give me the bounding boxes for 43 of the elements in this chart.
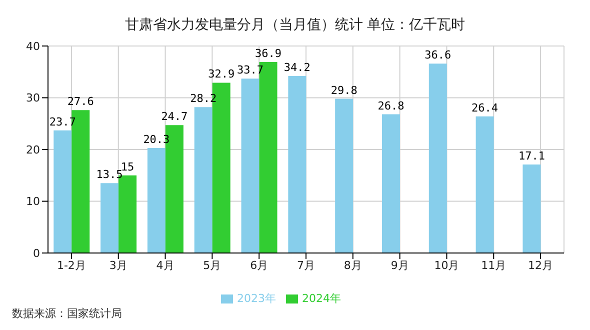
bar [241,78,260,253]
data-label: 17.1 [518,150,545,163]
x-tick-label: 12月 [528,258,554,272]
bar [428,64,447,253]
bar [522,164,541,253]
x-tick-label: 1-2月 [56,258,86,272]
x-tick-label: 5月 [203,258,222,272]
bar [194,107,212,253]
bar [335,98,354,253]
data-label: 36.9 [255,47,282,60]
x-tick-label: 11月 [481,258,506,272]
x-tick-label: 3月 [109,258,128,272]
data-label: 34.2 [284,61,310,74]
y-tick-label: 0 [33,246,40,260]
data-label: 13.5 [96,168,123,182]
data-label: 29.8 [330,84,358,97]
legend-label: 2023年 [237,292,276,305]
bar [54,130,72,253]
x-tick-label: 4月 [156,258,174,272]
y-tick-label: 30 [26,92,40,105]
x-tick-label: 7月 [297,258,315,272]
source-note: 数据来源：国家统计局 [12,306,122,321]
data-label: 26.4 [472,101,498,114]
data-label: 36.6 [424,48,452,62]
x-tick-label: 9月 [390,258,409,272]
bar [382,114,400,253]
chart-title: 甘肃省水力发电量分月（当月值）统计 单位：亿千瓦时 [124,16,466,34]
bar [476,116,494,253]
data-label: 15 [120,160,134,174]
data-label: 27.6 [67,95,94,108]
x-tick-label: 8月 [344,258,362,272]
bar [100,183,119,253]
data-label: 26.8 [378,99,404,112]
data-label: 24.7 [161,110,188,124]
bar [147,148,166,253]
data-label: 32.9 [208,68,235,81]
bar [288,76,306,253]
x-tick-label: 10月 [434,258,460,272]
y-tick-label: 20 [26,143,40,156]
legend-label: 2024年 [302,292,341,305]
y-tick-label: 10 [26,195,40,208]
y-tick-label: 40 [26,40,40,53]
x-tick-label: 6月 [250,258,268,272]
